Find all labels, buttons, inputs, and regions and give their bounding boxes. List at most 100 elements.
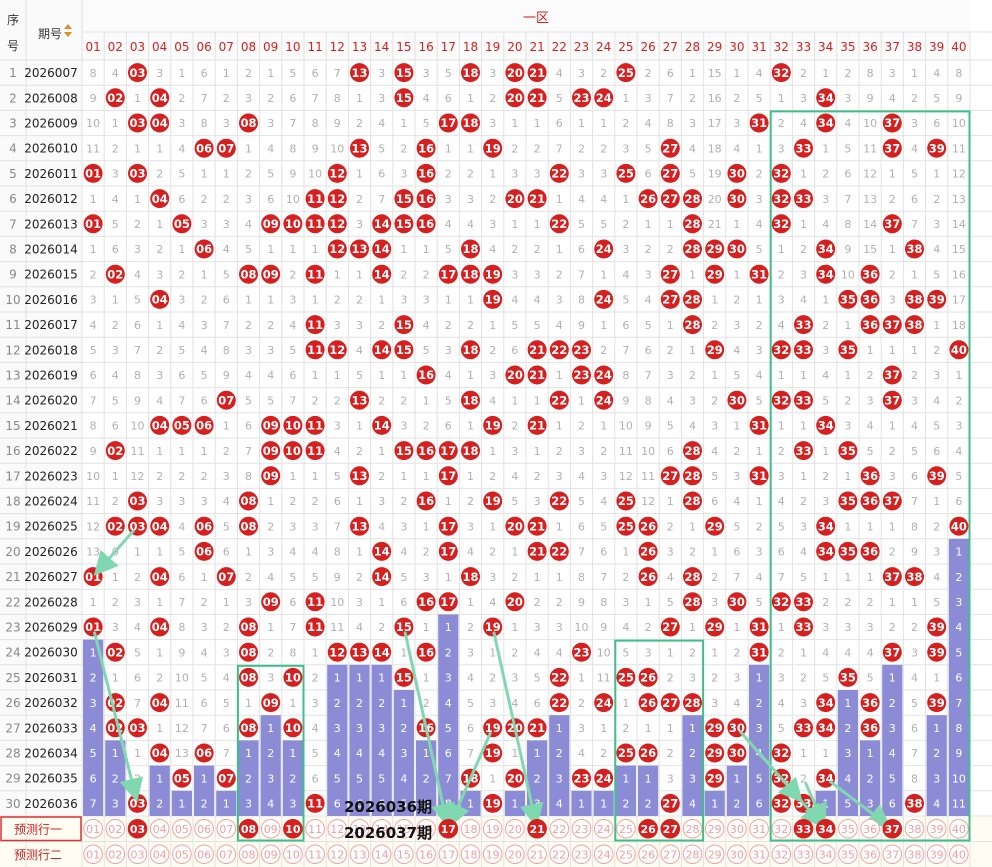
hit-ball[interactable] — [283, 441, 303, 461]
predict-2-ball[interactable] — [305, 844, 325, 865]
number-header[interactable]: 23 — [574, 40, 589, 54]
hit-ball[interactable] — [771, 163, 791, 183]
hit-ball[interactable] — [527, 189, 547, 209]
hit-ball[interactable] — [616, 743, 636, 763]
number-header[interactable]: 10 — [285, 40, 300, 54]
predict-2-ball[interactable] — [838, 844, 858, 865]
hit-ball[interactable] — [394, 617, 414, 637]
hit-ball[interactable] — [838, 441, 858, 461]
hit-ball[interactable] — [927, 642, 947, 662]
hit-ball[interactable] — [416, 592, 436, 612]
number-header[interactable]: 39 — [929, 40, 944, 54]
hit-ball[interactable] — [949, 340, 969, 360]
hit-ball[interactable] — [771, 743, 791, 763]
number-header[interactable]: 29 — [707, 40, 722, 54]
hit-ball[interactable] — [816, 239, 836, 259]
hit-ball[interactable] — [416, 189, 436, 209]
row-period[interactable]: 2026009 — [24, 117, 77, 131]
predict-2-ball[interactable] — [749, 844, 769, 865]
predict-2-ball[interactable] — [593, 844, 614, 865]
hit-ball[interactable] — [749, 642, 769, 662]
hit-ball[interactable] — [882, 365, 902, 385]
hit-ball[interactable] — [194, 743, 214, 763]
hit-ball[interactable] — [527, 718, 547, 738]
hit-ball[interactable] — [239, 516, 258, 536]
predict-2-ball[interactable] — [860, 844, 880, 865]
hit-ball[interactable] — [549, 541, 569, 561]
hit-ball[interactable] — [261, 693, 281, 713]
hit-ball[interactable] — [394, 315, 414, 335]
number-header[interactable]: 40 — [951, 40, 966, 54]
predict-2-ball[interactable] — [349, 844, 370, 865]
hit-ball[interactable] — [461, 567, 480, 587]
row-period[interactable]: 2026020 — [24, 394, 77, 408]
predict-2-ball[interactable] — [771, 844, 792, 865]
hit-ball[interactable] — [794, 189, 813, 209]
number-header[interactable]: 11 — [307, 40, 322, 54]
hit-ball[interactable] — [438, 113, 458, 133]
predict-2-ball[interactable] — [194, 844, 214, 865]
hit-ball[interactable] — [150, 743, 170, 763]
predict-1-ball[interactable] — [815, 818, 836, 839]
row-period[interactable]: 2026033 — [24, 721, 77, 735]
hit-ball[interactable] — [594, 768, 614, 788]
hit-ball[interactable] — [727, 163, 747, 183]
hit-ball[interactable] — [572, 340, 591, 360]
hit-ball[interactable] — [638, 516, 658, 536]
predict-1-ball[interactable] — [926, 818, 947, 839]
hit-ball[interactable] — [683, 491, 702, 511]
number-header[interactable]: 24 — [596, 40, 611, 54]
hit-ball[interactable] — [527, 88, 547, 108]
hit-ball[interactable] — [327, 214, 347, 234]
hit-ball[interactable] — [882, 567, 902, 587]
hit-ball[interactable] — [882, 390, 902, 410]
hit-ball[interactable] — [394, 63, 414, 83]
hit-ball[interactable] — [150, 693, 170, 713]
predict-2-ball[interactable] — [682, 844, 703, 865]
hit-ball[interactable] — [616, 667, 636, 687]
hit-ball[interactable] — [416, 642, 436, 662]
number-header[interactable]: 12 — [330, 40, 345, 54]
hit-ball[interactable] — [705, 239, 725, 259]
hit-ball[interactable] — [727, 592, 747, 612]
hit-ball[interactable] — [705, 743, 725, 763]
row-period[interactable]: 2026034 — [24, 747, 77, 761]
hit-ball[interactable] — [128, 718, 147, 738]
number-header[interactable]: 34 — [818, 40, 833, 54]
hit-ball[interactable] — [594, 88, 614, 108]
row-period[interactable]: 2026022 — [24, 444, 77, 458]
hit-ball[interactable] — [572, 88, 591, 108]
predict-2-ball[interactable] — [815, 844, 836, 865]
predict-2-ball[interactable] — [505, 844, 525, 865]
hit-ball[interactable] — [527, 340, 547, 360]
hit-ball[interactable] — [749, 466, 769, 486]
hit-ball[interactable] — [794, 718, 813, 738]
hit-ball[interactable] — [150, 567, 170, 587]
hit-ball[interactable] — [261, 441, 281, 461]
hit-ball[interactable] — [483, 718, 503, 738]
hit-ball[interactable] — [771, 390, 791, 410]
predict-1-ball[interactable] — [949, 818, 969, 839]
hit-ball[interactable] — [239, 264, 258, 284]
hit-ball[interactable] — [927, 466, 947, 486]
hit-ball[interactable] — [261, 415, 281, 435]
row-period[interactable]: 2026017 — [24, 318, 77, 332]
hit-ball[interactable] — [794, 617, 813, 637]
predict-1-ball[interactable] — [460, 818, 481, 839]
hit-ball[interactable] — [594, 289, 614, 309]
hit-ball[interactable] — [616, 163, 636, 183]
hit-ball[interactable] — [505, 88, 525, 108]
row-period[interactable]: 2026024 — [24, 495, 77, 509]
hit-ball[interactable] — [527, 541, 547, 561]
hit-ball[interactable] — [860, 289, 880, 309]
hit-ball[interactable] — [794, 592, 813, 612]
hit-ball[interactable] — [816, 693, 836, 713]
hit-ball[interactable] — [749, 617, 769, 637]
hit-ball[interactable] — [150, 289, 170, 309]
hit-ball[interactable] — [128, 63, 147, 83]
hit-ball[interactable] — [194, 138, 214, 158]
hit-ball[interactable] — [549, 340, 569, 360]
hit-ball[interactable] — [327, 239, 347, 259]
predict-1-ball[interactable] — [860, 818, 880, 839]
hit-ball[interactable] — [660, 693, 680, 713]
